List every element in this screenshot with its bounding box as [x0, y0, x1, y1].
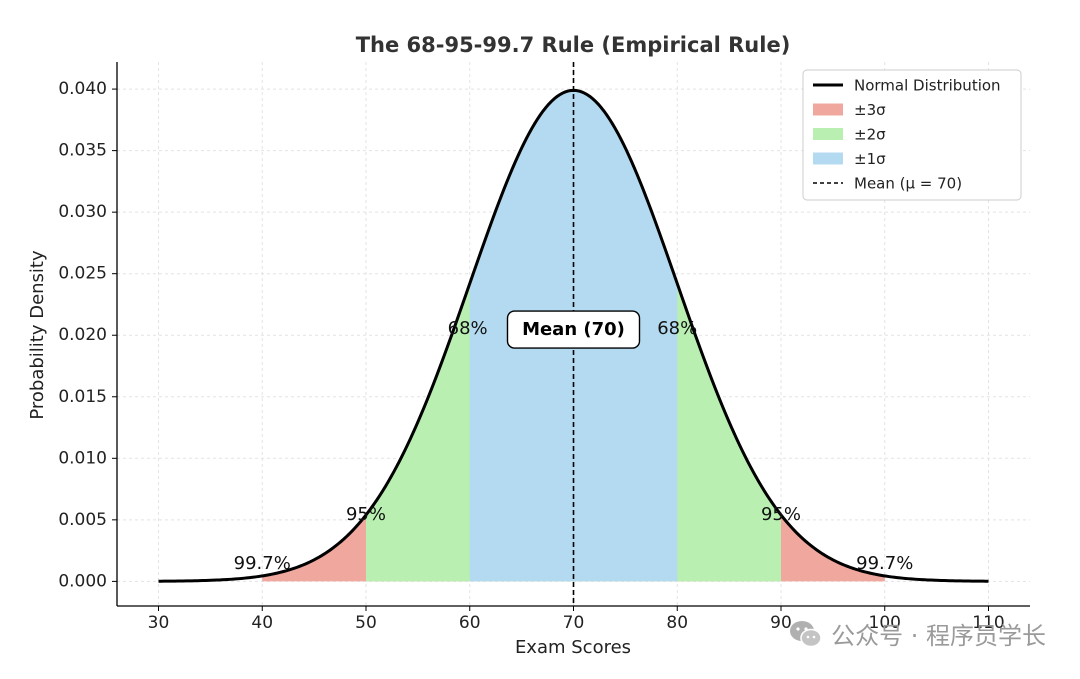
watermark-text: 公众号 · 程序员学长 [831, 622, 1046, 650]
legend-swatch-fill [813, 152, 843, 165]
y-tick-label: 0.025 [58, 264, 107, 284]
x-tick-label: 30 [148, 613, 170, 633]
y-tick-label: 0.035 [58, 141, 107, 161]
x-tick-label: 80 [666, 613, 688, 633]
tick-labels: 30 40 50 60 70 80 90 100 110 0.000 0.005 0.010 0.015… [58, 79, 1004, 633]
mean-label-box [506, 310, 641, 349]
x-tick-label: 100 [869, 613, 901, 633]
x-tick-label: 90 [770, 613, 792, 633]
legend-entry: Mean (μ = 70) [854, 175, 962, 193]
watermark: 公众号 · 程序员学长 [789, 616, 1046, 651]
legend-entry: ±3σ [854, 101, 886, 119]
chart-title: The 68-95-99.7 Rule (Empirical Rule) [356, 33, 791, 57]
percent-label: 99.7% [856, 553, 913, 574]
y-tick-label: 0.015 [58, 387, 107, 407]
y-tick-label: 0.020 [58, 325, 107, 345]
y-tick-label: 0.005 [58, 510, 107, 530]
y-tick-label: 0.000 [58, 571, 107, 591]
x-tick-label: 60 [459, 613, 481, 633]
legend-entry: Normal Distribution [854, 77, 1001, 95]
percent-label: 68% [657, 318, 697, 339]
legend-swatch-fill [813, 103, 843, 116]
legend: Normal Distribution ±3σ ±2σ ±1σ Mean (μ = 70… [802, 69, 1022, 201]
y-tick-label: 0.010 [58, 448, 107, 468]
legend-swatch-fill [813, 128, 843, 140]
x-tick-label: 110 [972, 613, 1004, 633]
y-tick-label: 0.040 [58, 79, 107, 99]
x-tick-label: 50 [355, 613, 377, 633]
legend-entry: ±1σ [854, 150, 886, 168]
x-axis-label: Exam Scores [515, 637, 631, 658]
percent-label: 68% [448, 318, 488, 339]
percent-label: 95% [346, 504, 386, 525]
x-tick-label: 40 [251, 613, 273, 633]
percent-label: 95% [761, 504, 801, 525]
percent-label: 99.7% [234, 553, 291, 574]
x-tick-label: 70 [563, 613, 585, 633]
legend-box [802, 69, 1022, 201]
mean-label: Mean (70) [522, 319, 625, 340]
legend-entry: ±2σ [854, 126, 886, 144]
annotations: 68% 68% 95% 95% 99.7% 99.7% Mean (70) [234, 310, 913, 574]
wechat-icon [790, 620, 822, 647]
y-axis-label: Probability Density [27, 250, 48, 420]
y-tick-label: 0.030 [58, 202, 107, 222]
